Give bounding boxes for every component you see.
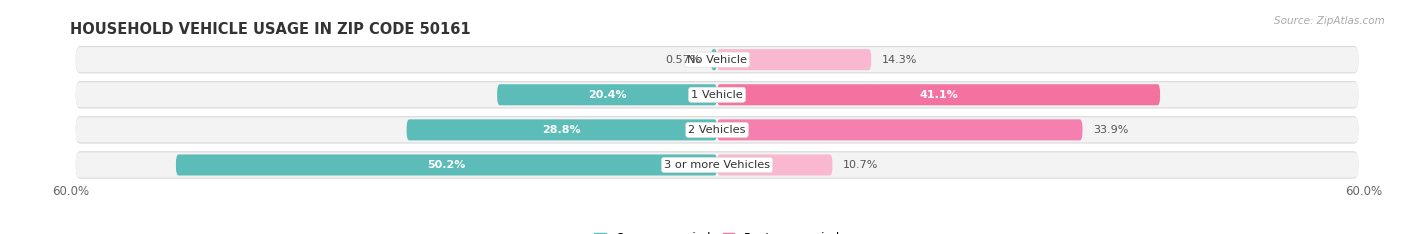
Text: HOUSEHOLD VEHICLE USAGE IN ZIP CODE 50161: HOUSEHOLD VEHICLE USAGE IN ZIP CODE 5016…	[70, 22, 471, 37]
Text: 50.2%: 50.2%	[427, 160, 465, 170]
FancyBboxPatch shape	[176, 154, 717, 176]
Text: 0.57%: 0.57%	[665, 55, 700, 65]
Text: 3 or more Vehicles: 3 or more Vehicles	[664, 160, 770, 170]
FancyBboxPatch shape	[76, 81, 1358, 108]
FancyBboxPatch shape	[76, 151, 1358, 179]
FancyBboxPatch shape	[76, 152, 1358, 178]
Text: 14.3%: 14.3%	[882, 55, 917, 65]
Text: 41.1%: 41.1%	[920, 90, 957, 100]
FancyBboxPatch shape	[76, 116, 1358, 143]
Text: 10.7%: 10.7%	[844, 160, 879, 170]
Text: 2 Vehicles: 2 Vehicles	[689, 125, 745, 135]
FancyBboxPatch shape	[717, 84, 1160, 105]
Text: 1 Vehicle: 1 Vehicle	[692, 90, 742, 100]
FancyBboxPatch shape	[406, 119, 717, 140]
FancyBboxPatch shape	[717, 154, 832, 176]
Text: No Vehicle: No Vehicle	[688, 55, 747, 65]
FancyBboxPatch shape	[717, 49, 872, 70]
FancyBboxPatch shape	[76, 82, 1358, 107]
FancyBboxPatch shape	[717, 119, 1083, 140]
Legend: Owner-occupied, Renter-occupied: Owner-occupied, Renter-occupied	[589, 227, 845, 234]
FancyBboxPatch shape	[711, 49, 717, 70]
FancyBboxPatch shape	[76, 117, 1358, 143]
Text: 33.9%: 33.9%	[1094, 125, 1129, 135]
FancyBboxPatch shape	[76, 46, 1358, 73]
Text: Source: ZipAtlas.com: Source: ZipAtlas.com	[1274, 16, 1385, 26]
Text: 20.4%: 20.4%	[588, 90, 627, 100]
Text: 28.8%: 28.8%	[543, 125, 581, 135]
FancyBboxPatch shape	[498, 84, 717, 105]
FancyBboxPatch shape	[76, 47, 1358, 72]
